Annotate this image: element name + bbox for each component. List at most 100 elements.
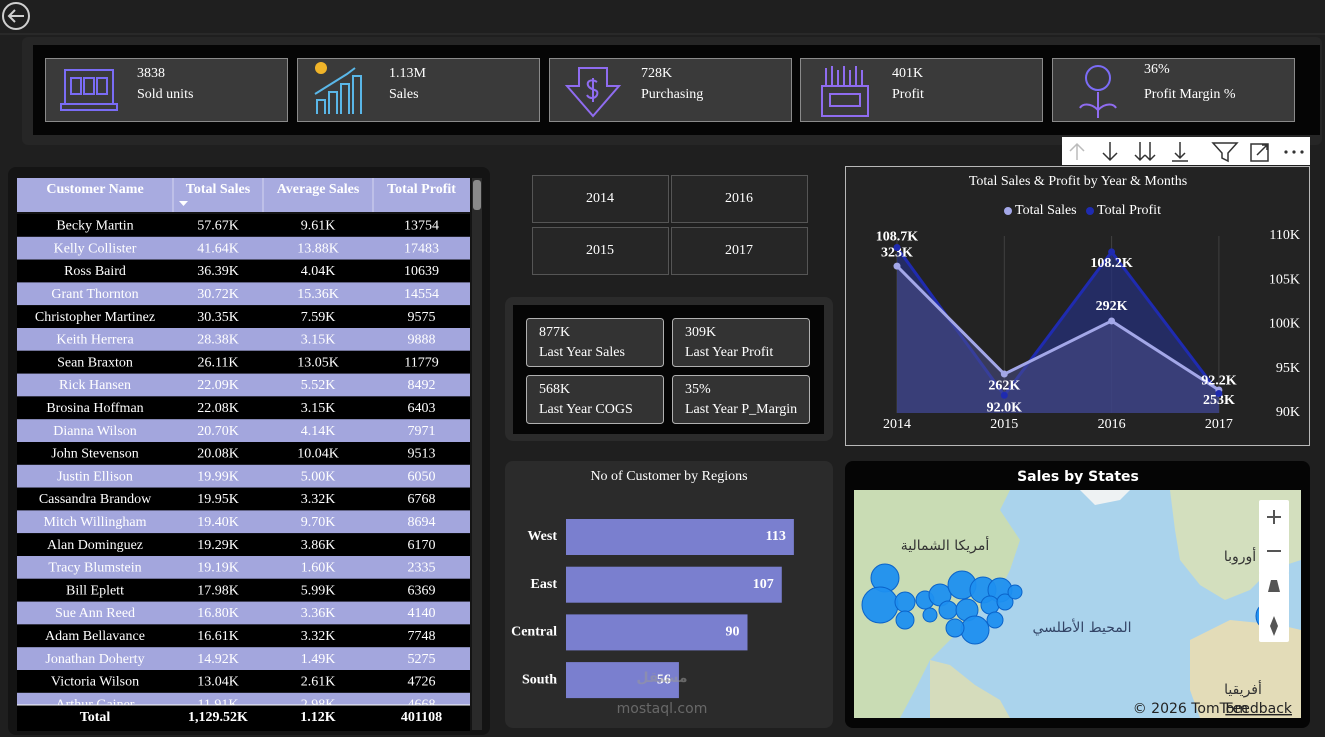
column-header[interactable]: Total Sales: [186, 182, 251, 197]
table-row[interactable]: [17, 692, 470, 716]
kpi-label: Sales: [389, 87, 419, 102]
data-label: 253K: [1203, 393, 1235, 408]
table-row[interactable]: [17, 236, 470, 260]
point[interactable]: [893, 244, 901, 252]
table-row[interactable]: [17, 442, 470, 465]
table-row[interactable]: [17, 556, 470, 579]
point[interactable]: [1108, 317, 1116, 325]
y2-tick-label: 110K: [1269, 228, 1300, 243]
column-header[interactable]: Average Sales: [277, 182, 360, 197]
expand-level[interactable]: [1172, 142, 1188, 162]
last-year-label: Last Year Profit: [685, 345, 773, 360]
data-label: 92.0K: [987, 401, 1023, 416]
table-cell: 19.99K: [197, 469, 239, 484]
table-row[interactable]: [17, 624, 470, 648]
bar[interactable]: [566, 662, 679, 699]
back-button[interactable]: [2, 2, 30, 30]
legend-label[interactable]: Total Profit: [1097, 203, 1161, 218]
point[interactable]: [1000, 391, 1008, 399]
point[interactable]: [1108, 248, 1116, 256]
bar[interactable]: [566, 519, 794, 555]
table-row[interactable]: [17, 396, 470, 420]
data-label: 262K: [988, 378, 1020, 393]
icon-shape: [314, 67, 362, 114]
map-attribution: © 2026 TomTom: [1133, 701, 1248, 717]
kpi-label: Sold units: [137, 87, 193, 102]
year-button[interactable]: [532, 175, 669, 223]
table-cell: 9513: [408, 447, 436, 462]
table-cell: 19.40K: [197, 515, 239, 530]
table-row[interactable]: [17, 647, 470, 670]
table-cell: Keith Herrera: [56, 333, 134, 348]
table-cell: 8492: [408, 378, 436, 393]
bar[interactable]: [566, 614, 748, 651]
table-row[interactable]: [17, 373, 470, 397]
focus-mode[interactable]: [1250, 143, 1269, 162]
map-feedback[interactable]: Feedback: [1225, 701, 1293, 717]
table-row[interactable]: [17, 578, 470, 602]
table-row[interactable]: [17, 510, 470, 534]
y-tick-label: East: [531, 577, 558, 592]
kpi-value: 36%: [1144, 62, 1170, 77]
table-row[interactable]: [17, 259, 470, 283]
line-chart: Total Sales & Profit by Year & Months Tot…: [876, 174, 1300, 432]
year-button[interactable]: [671, 227, 808, 275]
table-row[interactable]: [17, 350, 470, 374]
last-year-value: 309K: [685, 325, 716, 340]
column-header[interactable]: Customer Name: [46, 182, 143, 197]
kpi-icon: [564, 67, 622, 118]
table-cell: 20.08K: [197, 447, 239, 462]
table-cell: 5275: [408, 652, 436, 667]
point[interactable]: [893, 262, 901, 270]
next-level[interactable]: [1134, 142, 1156, 162]
drill-up[interactable]: [1069, 142, 1085, 160]
table-row[interactable]: [17, 305, 470, 328]
table-cell: 13754: [404, 219, 439, 234]
filter[interactable]: [1211, 142, 1239, 163]
scrollbar-thumb[interactable]: [473, 180, 481, 210]
table-row[interactable]: [17, 464, 470, 488]
legend-label[interactable]: Total Sales: [1015, 203, 1077, 218]
table-cell: John Stevenson: [51, 447, 139, 462]
data-label: 108.7K: [876, 230, 919, 245]
year-button[interactable]: [532, 227, 669, 275]
table-row[interactable]: [17, 328, 470, 351]
table-cell: 9.61K: [301, 219, 336, 234]
table-row[interactable]: [17, 282, 470, 306]
table-cell: 30.35K: [197, 310, 239, 325]
data-label: 92.2K: [1201, 374, 1237, 389]
compass[interactable]: [1270, 616, 1278, 636]
icon-shape: [564, 67, 622, 118]
table-row[interactable]: [17, 533, 470, 556]
year-button[interactable]: [671, 175, 808, 223]
table-cell: 13.88K: [297, 241, 339, 256]
table-cell: 10639: [404, 264, 439, 279]
zoom-in[interactable]: [1267, 510, 1281, 524]
column-header[interactable]: Total Profit: [387, 182, 456, 197]
map[interactable]: أمريكا الشمالية المحيط الأطلسي أوروبا أف…: [854, 490, 1301, 718]
table-row[interactable]: [17, 419, 470, 442]
point[interactable]: [1215, 390, 1223, 398]
table-cell: 3.32K: [301, 629, 336, 644]
table-row[interactable]: [17, 214, 470, 237]
icon-shape: [821, 66, 869, 117]
table-row[interactable]: [17, 670, 470, 693]
table-row[interactable]: [17, 487, 470, 511]
more-options[interactable]: [1284, 150, 1304, 154]
table-cell: 1.60K: [301, 561, 336, 576]
table-cell: 3.15K: [301, 401, 336, 416]
table-row[interactable]: [17, 601, 470, 625]
table-cell: Dianna Wilson: [53, 424, 137, 439]
bar[interactable]: [566, 566, 782, 603]
table-total-cell: 401108: [401, 710, 442, 725]
drill-down[interactable]: [1102, 142, 1118, 162]
table-cell: 6170: [408, 538, 436, 553]
table-cell: 10.04K: [297, 447, 339, 462]
table-cell: 9575: [408, 310, 436, 325]
kpi-icon: [60, 69, 118, 111]
table-cell: 16.61K: [197, 629, 239, 644]
data-label: 108.2K: [1090, 256, 1133, 271]
point[interactable]: [1000, 370, 1008, 378]
tilt[interactable]: [1268, 580, 1280, 592]
